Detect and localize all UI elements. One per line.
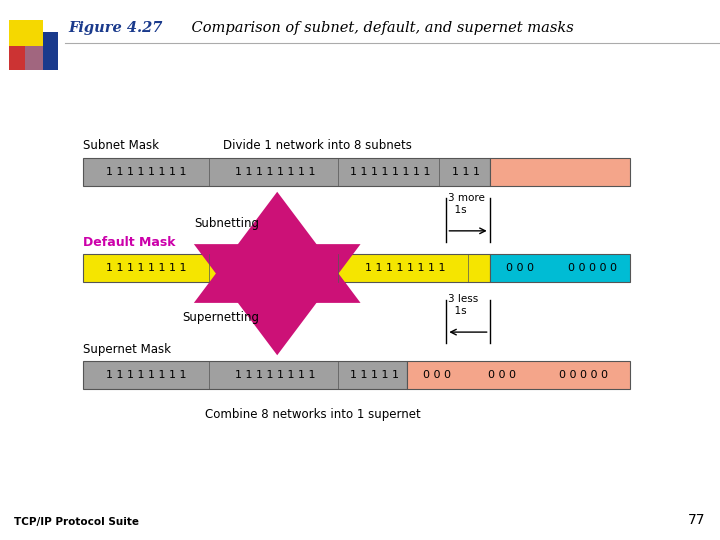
Text: 3 more
  1s: 3 more 1s (448, 193, 485, 214)
Bar (83, 361, 407, 389)
Text: 0 0 0 0 0: 0 0 0 0 0 (567, 263, 617, 273)
Bar (25, 46, 43, 70)
Text: 0 0 0: 0 0 0 (423, 370, 451, 380)
Text: Supernet Mask: Supernet Mask (83, 343, 171, 356)
Text: Divide 1 network into 8 subnets: Divide 1 network into 8 subnets (223, 139, 412, 152)
Text: 1 1 1 1 1 1 1 1: 1 1 1 1 1 1 1 1 (365, 263, 445, 273)
Text: 1 1 1 1 1 1 1 1: 1 1 1 1 1 1 1 1 (235, 370, 315, 380)
Bar (83, 254, 490, 282)
Bar (83, 158, 490, 186)
Text: 1 1 1 1 1 1 1 1: 1 1 1 1 1 1 1 1 (235, 167, 315, 177)
Text: Comparison of subnet, default, and supernet masks: Comparison of subnet, default, and super… (173, 21, 574, 35)
Bar (9, 20, 43, 46)
Text: Subnet Mask: Subnet Mask (83, 139, 159, 152)
Text: Combine 8 networks into 1 supernet: Combine 8 networks into 1 supernet (205, 408, 421, 421)
Bar (9, 46, 43, 70)
Text: Subnetting: Subnetting (194, 217, 259, 230)
Text: TCP/IP Protocol Suite: TCP/IP Protocol Suite (14, 516, 140, 526)
Text: 1 1 1 1 1: 1 1 1 1 1 (350, 370, 399, 380)
Bar (490, 158, 630, 186)
Text: 0 0 0: 0 0 0 (488, 370, 516, 380)
Text: Supernetting: Supernetting (182, 311, 259, 324)
Bar (490, 254, 630, 282)
Text: 1 1 1 1 1 1 1 1: 1 1 1 1 1 1 1 1 (106, 263, 186, 273)
Text: 1 1 1 1 1 1 1 1: 1 1 1 1 1 1 1 1 (106, 370, 186, 380)
Text: 1 1 1 1 1 1 1 1: 1 1 1 1 1 1 1 1 (351, 167, 431, 177)
Bar (407, 361, 630, 389)
Text: 1 1 1 1 1 1 1 1: 1 1 1 1 1 1 1 1 (235, 263, 315, 273)
Text: 3 less
  1s: 3 less 1s (448, 294, 478, 316)
Text: Default Mask: Default Mask (83, 237, 175, 249)
Text: 77: 77 (688, 512, 706, 526)
Text: 0 0 0: 0 0 0 (506, 263, 534, 273)
Text: Figure 4.27: Figure 4.27 (68, 21, 163, 35)
Text: 0 0 0 0 0: 0 0 0 0 0 (559, 370, 608, 380)
Text: 1 1 1: 1 1 1 (452, 167, 480, 177)
Text: 1 1 1 1 1 1 1 1: 1 1 1 1 1 1 1 1 (106, 167, 186, 177)
Bar (43, 32, 58, 70)
